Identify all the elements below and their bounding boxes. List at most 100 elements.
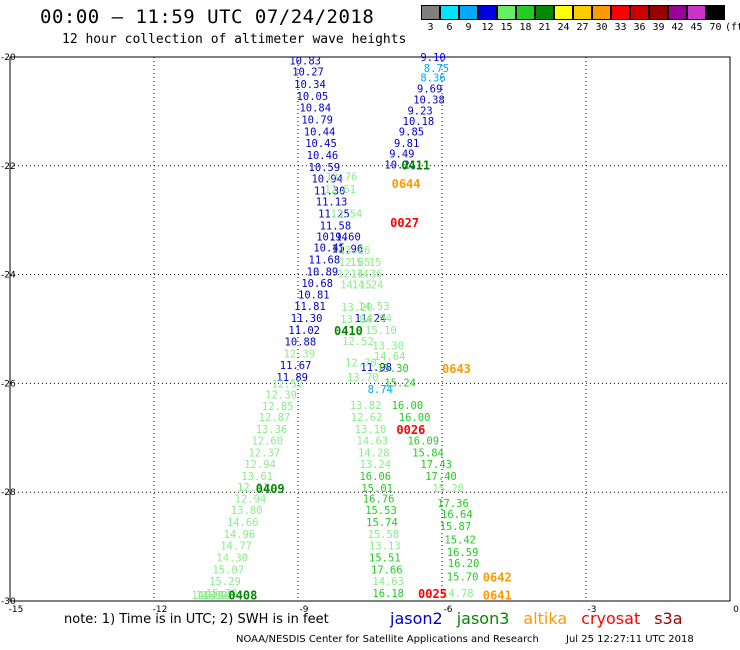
legend-label-36: 36 xyxy=(633,22,646,33)
swh-value: 13.13 xyxy=(369,541,401,553)
legend-swatch-12 xyxy=(478,5,497,20)
swh-value: 8.36 xyxy=(420,73,445,85)
legend-swatch-30 xyxy=(592,5,611,20)
swh-value: 14.24 xyxy=(352,279,384,291)
swh-value: 11.25 xyxy=(318,209,350,221)
swh-value: 10.88 xyxy=(285,337,317,349)
swh-value: 12.52 xyxy=(342,336,374,348)
swh-value: 9.69 xyxy=(417,84,442,96)
swh-value: 15.58 xyxy=(368,529,400,541)
swh-value: 16.76 xyxy=(363,494,395,506)
legend-swatch-18 xyxy=(516,5,535,20)
swh-value: 14.36 xyxy=(351,269,383,281)
swh-value: 12.14 xyxy=(337,269,369,281)
x-tick-label: -12 xyxy=(153,605,168,615)
time-mark: 0026 xyxy=(396,423,425,437)
satellite-legend-s3a: s3a xyxy=(654,609,683,628)
swh-value: 10.45 xyxy=(313,242,345,254)
legend-label-27: 27 xyxy=(576,22,589,33)
swh-value: 10.46 xyxy=(307,150,339,162)
swh-value: 11.67 xyxy=(280,360,312,372)
legend-swatch-15 xyxy=(497,5,516,20)
swh-points: 10.83 9.108.75 10.27 8.36 10.34 9.69 10.05 10.3… xyxy=(191,52,479,602)
legend-swatch-27 xyxy=(573,5,592,20)
swh-value: 10.45 xyxy=(305,138,337,150)
swh-value: 10.68 xyxy=(301,278,333,290)
swh-value: 16.06 xyxy=(359,471,391,483)
legend-label-21: 21 xyxy=(538,22,551,33)
time-marks: 0411 0644 0027 0410 0643 0026 0409 0642 0025 0641… xyxy=(228,159,511,603)
credit-line: NOAA/NESDIS Center for Satellite Applica… xyxy=(236,634,539,645)
legend-label-33: 33 xyxy=(614,22,627,33)
swh-value: 10.89 xyxy=(307,266,339,278)
swh-value: 12.70 xyxy=(345,358,377,370)
swh-value: 14.53 xyxy=(358,301,390,313)
swh-value: 12.39 xyxy=(284,348,316,360)
swh-value: 14.63 xyxy=(357,436,389,448)
swh-value: 14.66 xyxy=(227,517,259,529)
swh-value: 15.24 xyxy=(384,377,416,389)
time-mark: 0641 xyxy=(483,588,512,602)
swh-value: 13.20 xyxy=(341,302,373,314)
y-tick-label: -28 xyxy=(1,488,16,498)
swh-value: 12.94 xyxy=(235,494,267,506)
swh-value: 11.96 xyxy=(332,243,364,255)
x-tick-label: -9 xyxy=(300,605,309,615)
map-frame xyxy=(9,56,731,602)
swh-value: 16.00 xyxy=(392,400,424,412)
swh-value: 15.94 xyxy=(199,590,231,602)
swh-value: 15.53 xyxy=(365,505,397,517)
legend-swatch-33 xyxy=(611,5,630,20)
swh-value: 14.64 xyxy=(374,351,406,363)
swh-value: 10.44 xyxy=(304,127,336,139)
legend-swatch-42 xyxy=(668,5,687,20)
swh-value: 12.37 xyxy=(249,447,281,459)
swh-value: 12.94 xyxy=(244,459,276,471)
legend-label-24: 24 xyxy=(557,22,570,33)
y-tick-label: -22 xyxy=(1,162,16,172)
swh-value: 13.80 xyxy=(231,505,263,517)
legend-swatch-36 xyxy=(630,5,649,20)
time-mark: 0027 xyxy=(390,216,419,230)
legend-swatch-21 xyxy=(535,5,554,20)
time-mark: 0025 xyxy=(418,587,447,601)
swh-value: 13.10 xyxy=(355,424,387,436)
swh-value: 17.40 xyxy=(425,471,457,483)
swh-value: 15.51 xyxy=(369,552,401,564)
swh-value: 15.70 xyxy=(206,588,238,600)
swh-value: 10.59 xyxy=(309,162,341,174)
swh-value: 14.15 xyxy=(340,279,372,291)
satellite-legend: jason2 jason3 altika cryosat s3a xyxy=(390,609,683,628)
swh-value: 17.36 xyxy=(437,498,469,510)
swh-value: 15.07 xyxy=(213,564,245,576)
y-tick-label: -30 xyxy=(1,597,16,607)
swh-value: 14.28 xyxy=(358,447,390,459)
footer-note: note: 1) Time is in UTC; 2) SWH is in fe… xyxy=(64,612,329,627)
swh-value: 13.70 xyxy=(347,372,379,384)
swh-value: 12.87 xyxy=(259,412,291,424)
legend-label-39: 39 xyxy=(652,22,665,33)
swh-value: 15.70 xyxy=(447,572,479,584)
swh-value: 10.81 xyxy=(298,290,330,302)
legend-label-6: 6 xyxy=(446,22,453,33)
time-mark: 0408 xyxy=(228,588,257,602)
legend-swatch-6 xyxy=(440,5,459,20)
swh-value: 12.85 xyxy=(262,401,294,413)
swh-value: 11.02 xyxy=(288,325,320,337)
swh-value: 15.84 xyxy=(412,447,444,459)
swh-value: 15.20 xyxy=(432,483,464,495)
swh-value: 10.94 xyxy=(316,232,348,244)
swh-value: 12.39 xyxy=(265,389,297,401)
swh-value: 9.23 xyxy=(407,105,432,117)
legend-swatch-24 xyxy=(554,5,573,20)
legend-unit: (ft) xyxy=(725,22,740,33)
swh-value: 10.34 xyxy=(294,79,326,91)
swh-value: 11.60 xyxy=(329,232,361,244)
swh-value: 15.15 xyxy=(350,257,382,269)
satellite-legend-cryosat: cryosat xyxy=(581,609,641,628)
swh-value: 12.61 xyxy=(324,184,356,196)
swh-value: 15.29 xyxy=(209,576,241,588)
swh-value: 10.18 xyxy=(403,116,435,128)
